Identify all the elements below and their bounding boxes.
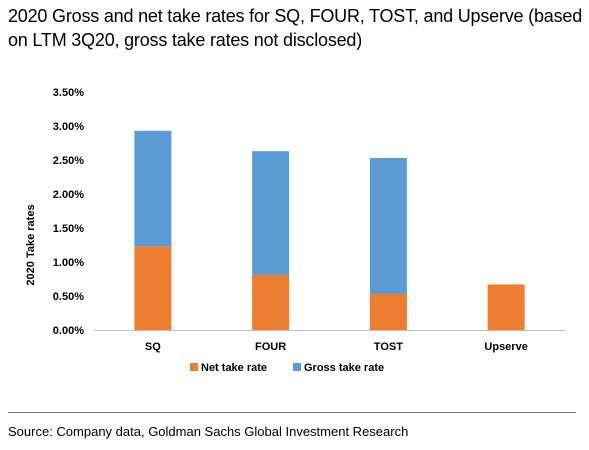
x-tick-label: FOUR [255,341,286,353]
x-tick-labels: SQ FOUR TOST Upserve [145,341,528,353]
bar-net-take-rate [134,246,172,330]
x-tick-label: Upserve [484,341,527,353]
legend-swatch [293,363,301,371]
stacked-bar-chart: 2020 Take rates 0.00% 0.50% 1.00% 1.50% 2.00… [25,87,565,374]
y-tick-label: 2.50% [53,155,84,167]
bar-net-take-rate [252,274,290,330]
y-tick-label: 3.00% [53,121,84,133]
x-tick-label: TOST [374,341,403,353]
x-tick-label: SQ [145,341,161,353]
bar-net-take-rate [487,284,525,330]
chart-area: 2020 Take rates 0.00% 0.50% 1.00% 1.50% 2.00… [0,70,589,400]
source-note: Source: Company data, Goldman Sachs Glob… [8,424,409,439]
legend-label: Net take rate [201,362,267,374]
bar-gross-take-rate [134,130,172,247]
y-tick-label: 2.00% [53,189,84,201]
chart-title: 2020 Gross and net take rates for SQ, FO… [8,6,583,50]
y-tick-label: 1.00% [53,257,84,269]
bar-gross-take-rate [369,157,407,294]
y-axis-label: 2020 Take rates [25,204,37,285]
y-tick-label: 1.50% [53,223,84,235]
legend: Net take rate Gross take rate [190,362,384,374]
y-tick-labels: 0.00% 0.50% 1.00% 1.50% 2.00% 2.50% 3.00% 3.50% [53,87,84,337]
y-tick-label: 0.00% [53,325,84,337]
legend-label: Gross take rate [304,362,384,374]
y-tick-label: 0.50% [53,291,84,303]
bar-gross-take-rate [252,151,290,275]
source-divider [8,412,576,413]
y-tick-label: 3.50% [53,87,84,99]
bar-net-take-rate [369,293,407,330]
legend-swatch [190,363,198,371]
bars-group [134,130,525,330]
